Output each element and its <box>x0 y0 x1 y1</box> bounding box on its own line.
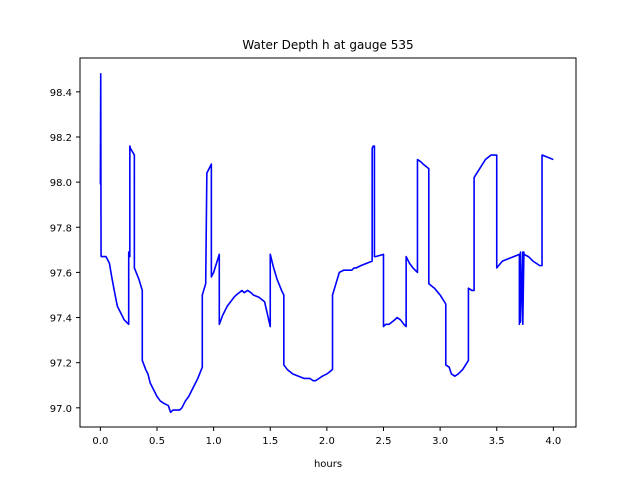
y-tick-label: 98.0 <box>50 178 72 189</box>
x-tick-label: 1.0 <box>206 436 222 447</box>
x-axis: 0.0 0.5 1.0 1.5 2.0 2.5 3.0 3.5 4.0 <box>92 427 561 447</box>
y-axis: 97.0 97.2 97.4 97.6 97.8 98.0 98.2 98.4 <box>50 88 80 415</box>
x-axis-label: hours <box>314 459 342 470</box>
chart-title: Water Depth h at gauge 535 <box>242 38 413 52</box>
y-tick-label: 97.4 <box>50 314 72 325</box>
series-line-0 <box>99 73 554 414</box>
y-tick-label: 98.4 <box>50 88 72 99</box>
y-tick-label: 97.0 <box>50 404 72 415</box>
plot-area <box>99 73 554 414</box>
x-tick-label: 4.0 <box>545 436 561 447</box>
plot-frame <box>79 57 577 428</box>
y-tick-label: 97.8 <box>50 223 72 234</box>
x-tick-label: 2.5 <box>376 436 392 447</box>
x-tick-label: 0.5 <box>149 436 165 447</box>
x-tick-label: 1.5 <box>262 436 278 447</box>
x-tick-label: 3.0 <box>432 436 448 447</box>
y-tick-label: 98.2 <box>50 133 72 144</box>
y-tick-label: 97.2 <box>50 359 72 370</box>
x-tick-label: 0.0 <box>92 436 108 447</box>
x-tick-label: 3.5 <box>489 436 505 447</box>
x-tick-label: 2.0 <box>319 436 335 447</box>
y-tick-label: 97.6 <box>50 268 72 279</box>
